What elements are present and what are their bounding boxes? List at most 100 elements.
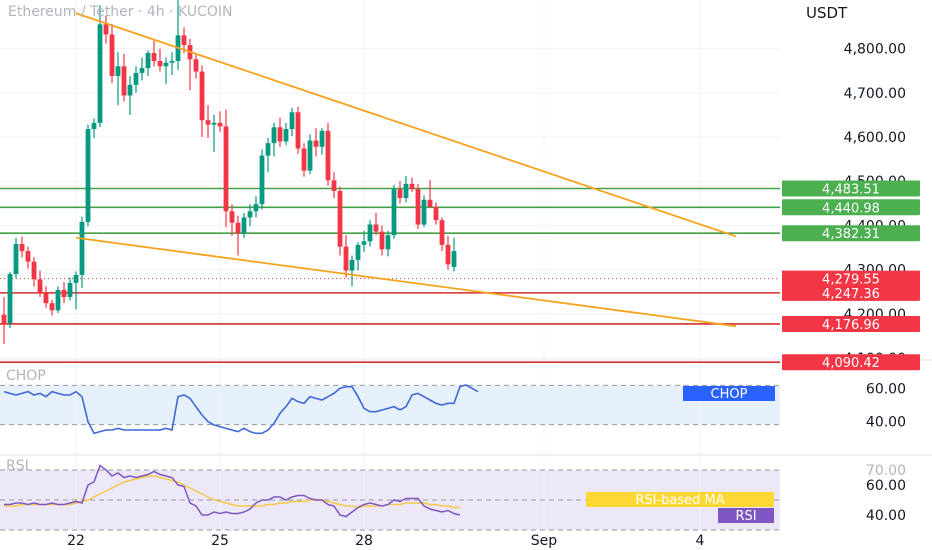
currency-label: USDT: [806, 4, 848, 22]
candle-body: [235, 222, 241, 234]
candle-body: [223, 126, 229, 212]
rsi-ma-tag: RSI-based MA: [635, 493, 724, 508]
candle-body: [439, 220, 445, 245]
candle-body: [145, 53, 151, 69]
candle-body: [361, 241, 367, 245]
chop-tick-label: 60.00: [866, 381, 906, 397]
candle-body: [151, 53, 157, 61]
candle-body: [421, 199, 427, 225]
candle-body: [331, 180, 337, 191]
candle-body: [73, 274, 79, 283]
level-tag-bg: [782, 354, 920, 371]
candle-body: [445, 244, 451, 265]
rsi-ma-tag-bg: [586, 492, 774, 507]
rsi-legend: RSI: [6, 458, 29, 474]
candle-body: [313, 140, 319, 147]
candle-body: [433, 206, 439, 221]
chop-indicator: [3, 384, 479, 435]
candle-body: [31, 261, 37, 280]
trendlines: [75, 12, 737, 328]
candle-body: [415, 189, 421, 225]
candle-body: [259, 155, 265, 205]
candle-body: [451, 251, 457, 267]
candle-body: [217, 122, 223, 127]
candle-body: [265, 143, 271, 156]
candle-body: [211, 122, 217, 125]
candle-body: [355, 244, 361, 260]
candle-body: [85, 129, 91, 222]
price-level-lines: [0, 187, 780, 364]
rsi-line: [4, 464, 461, 518]
lower-trendline: [75, 236, 737, 328]
candle-body: [43, 293, 49, 304]
candle-body: [79, 221, 85, 275]
level-tag-bg: [782, 199, 920, 216]
level-tag-bg: [782, 315, 920, 332]
chop-line: [3, 384, 479, 435]
candle-body: [19, 243, 25, 252]
candle-body: [229, 211, 235, 223]
candle-body: [133, 72, 139, 85]
rsi-tag: RSI: [735, 509, 756, 524]
candle-body: [319, 130, 325, 147]
rsi-tick-label: 60.00: [866, 478, 906, 494]
candle-body: [127, 84, 133, 96]
time-tick-label: 28: [355, 533, 373, 549]
candle-body: [337, 190, 343, 247]
candle-body: [103, 24, 109, 35]
candle-body: [367, 224, 373, 242]
candle-body: [25, 251, 31, 262]
candle-body: [343, 246, 349, 271]
rsi-indicator: [4, 464, 461, 518]
candle-body: [403, 183, 409, 199]
candle-body: [67, 282, 73, 298]
upper-trendline: [75, 12, 737, 238]
chop-tag: CHOP: [711, 387, 748, 402]
rsi-tick-label: 40.00: [866, 508, 906, 524]
chop-legend: CHOP: [6, 368, 46, 384]
level-tag: 4,247.36: [822, 287, 880, 302]
candle-body: [37, 279, 43, 294]
candle-body: [427, 199, 433, 207]
candle-body: [325, 130, 331, 181]
candle-body: [391, 189, 397, 236]
level-tag: 4,090.42: [822, 356, 880, 371]
chop-tag-bg: [683, 386, 775, 401]
candle-body: [397, 189, 403, 199]
candle-body: [205, 120, 211, 125]
level-tag-bg: [782, 284, 920, 301]
candle-body: [115, 66, 121, 77]
level-tag-bg: [782, 225, 920, 242]
level-tag: 4,176.96: [822, 318, 880, 333]
grid: [0, 0, 932, 531]
symbol-title: Ethereum / Tether · 4h · KUCOIN: [8, 4, 232, 20]
candle-body: [295, 112, 301, 149]
candle-body: [61, 289, 67, 298]
candle-body: [193, 59, 199, 72]
candle-body: [271, 127, 277, 144]
candle-body: [1, 314, 7, 324]
time-tick-label: 25: [211, 533, 229, 549]
candle-body: [139, 68, 145, 73]
candle-body: [49, 303, 55, 311]
candle-body: [91, 122, 97, 130]
candle-body: [7, 274, 13, 324]
rsi-tag-bg: [718, 508, 774, 523]
candle-body: [409, 183, 415, 190]
rsi-tick-label: 70.00: [866, 463, 906, 479]
price-tick-label: 4,800.00: [844, 42, 906, 58]
candle-body: [379, 231, 385, 250]
candle-body: [199, 71, 205, 121]
candle-body: [157, 60, 163, 67]
level-tag: 4,382.31: [822, 227, 880, 242]
candle-body: [283, 129, 289, 142]
candle-body: [169, 60, 175, 63]
level-tag: 4,440.98: [822, 201, 880, 216]
candle-body: [97, 24, 103, 123]
candle-body: [109, 34, 115, 77]
price-tick-label: 4,700.00: [844, 86, 906, 102]
candle-body: [247, 211, 253, 218]
time-axis[interactable]: 22 25 28 Sep 4: [67, 533, 704, 549]
